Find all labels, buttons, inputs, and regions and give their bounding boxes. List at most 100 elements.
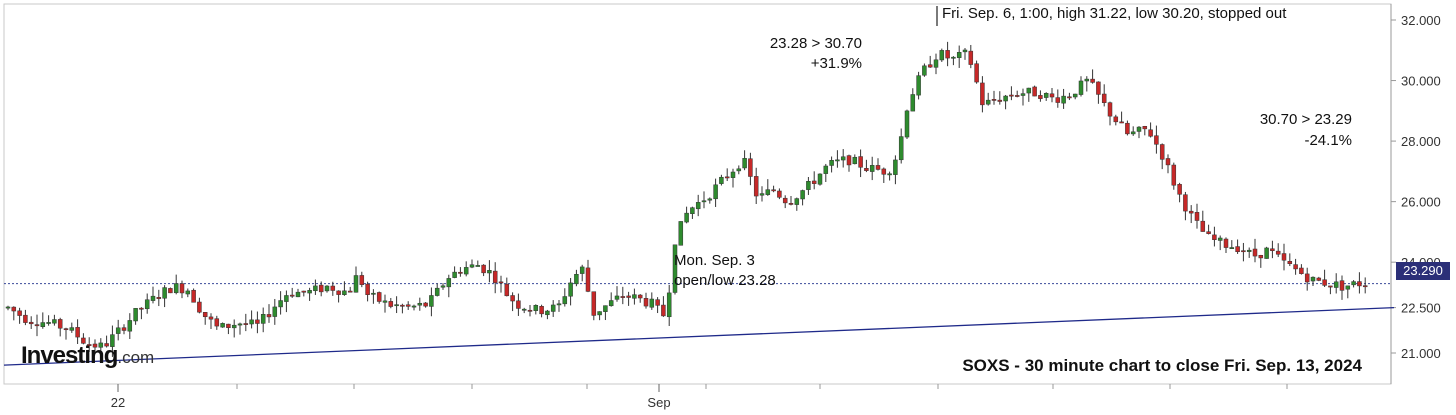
candle-body [591,291,597,316]
candle-body [342,290,347,295]
candle-body [81,337,86,344]
candle-body [1090,78,1095,83]
open-low-annotation: open/low 23.28 [674,272,776,289]
candle-body [637,294,643,299]
candle-body [197,301,202,313]
candle-body [5,306,11,309]
candle-body [469,264,475,268]
candle-body [330,285,336,291]
candle-body [1212,234,1217,240]
candle-body [475,265,481,267]
candle-body [423,302,428,307]
candle-body [603,305,608,312]
candle-body [481,264,486,274]
candle-body [800,190,805,200]
candle-body [365,283,370,295]
candle-body [817,173,823,185]
candle-body [1206,231,1211,234]
candle-body [748,158,753,177]
candle-body [1159,144,1165,160]
candle-body [1287,260,1293,264]
candle-body [110,334,115,347]
candle-body [1032,86,1037,97]
candle-body [1130,131,1136,135]
open-day-annotation: Mon. Sep. 3 [674,252,755,269]
candle-body [388,301,394,307]
candle-body [284,295,289,302]
candle-body [1299,267,1304,274]
candle-body [440,285,446,288]
candle-body [678,221,684,246]
rise-pct-annotation: +31.9% [810,55,862,72]
candle-body [150,295,156,301]
candle-body [1351,281,1356,286]
candle-body [295,291,301,298]
fall-pct-annotation: -24.1% [1304,132,1352,149]
candle-body [313,285,318,292]
candle-body [852,156,858,165]
candle-body [956,52,962,58]
candle-body [713,184,718,200]
candle-body [1258,254,1264,259]
candle-body [1194,212,1200,221]
candle-body [226,323,231,328]
candle-body [446,278,452,288]
candle-body [1223,238,1229,248]
candle-body [220,323,225,328]
candle-body [98,342,104,348]
candle-body [997,99,1003,102]
candle-body [168,288,173,294]
candle-body [278,300,283,308]
candle-body [724,176,730,179]
candle-body [1293,264,1298,270]
candle-body [1165,158,1171,166]
candle-body [614,295,620,300]
candle-body [1142,126,1148,130]
candle-body [533,305,539,311]
candle-body [985,99,991,105]
candle-body [452,271,457,278]
candle-body [458,271,463,274]
candle-body [916,75,921,96]
candle-body [939,50,945,61]
candle-body [568,282,573,297]
candle-body [237,323,243,326]
candle-body [1246,249,1252,252]
candle-body [643,298,649,307]
candle-body [498,281,504,284]
candle-body [463,267,469,275]
candle-body [1113,116,1119,123]
candle-body [887,173,892,176]
candle-body [255,319,260,324]
candle-body [1020,93,1026,96]
candle-body [1119,121,1124,124]
candle-body [1009,94,1014,97]
candle-body [771,189,776,192]
candle-body [782,197,788,204]
candle-body [371,292,376,295]
candle-body [1171,164,1177,186]
candle-body [1235,246,1240,253]
candle-body [736,168,742,172]
candle-body [1362,285,1368,288]
candle-body [550,304,556,312]
candle-body [34,324,40,327]
candle-body [191,289,196,303]
candle-body [86,344,92,346]
candle-body [927,64,933,68]
candle-body [1310,276,1316,282]
candle-body [289,294,295,297]
candle-body [162,287,167,299]
candle-body [115,327,121,334]
candle-body [545,310,550,316]
candle-body [260,314,266,324]
y-tick-label: 30.000 [1401,74,1441,89]
candle-body [690,207,695,214]
high-note-annotation: Fri. Sep. 6, 1:00, high 31.22, low 30.20… [942,5,1287,22]
candle-body [945,50,950,59]
candle-body [1026,87,1032,94]
candle-body [382,300,388,303]
candle-body [376,292,382,302]
candle-body [742,158,747,169]
